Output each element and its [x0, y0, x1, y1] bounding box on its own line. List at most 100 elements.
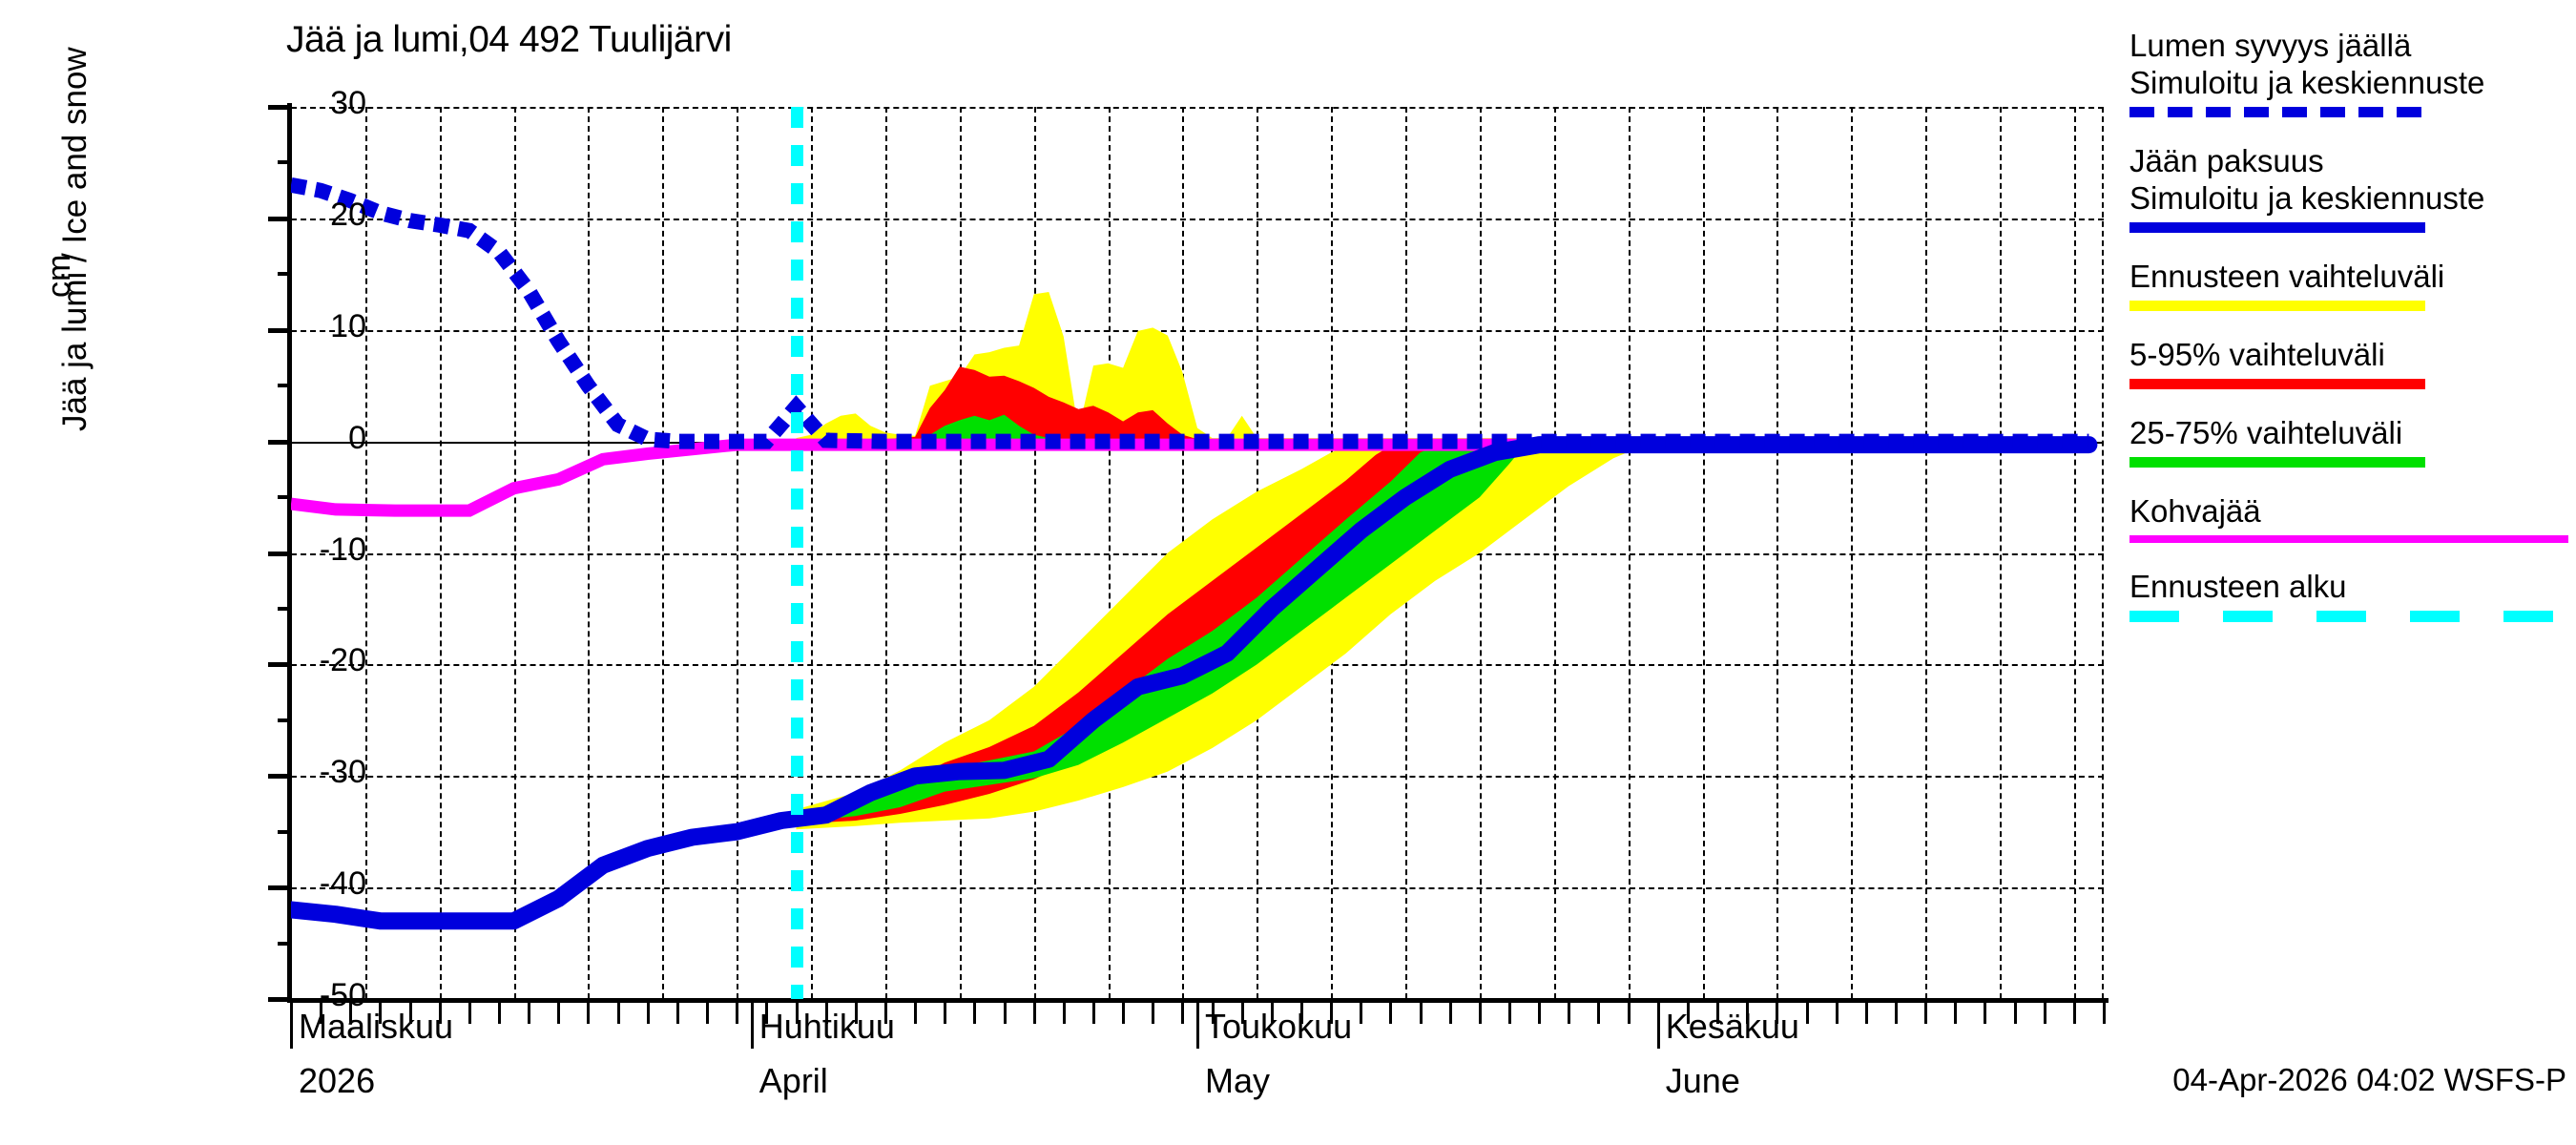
legend-item-0: Lumen syvyys jäällä Simuloitu ja keskienn… — [2129, 27, 2568, 117]
y-tick-label-20: 20 — [330, 196, 366, 233]
x-tick-minor-18 — [557, 1003, 561, 1024]
x-tick-minor-16 — [528, 1003, 531, 1024]
gridline-x-85 — [1553, 107, 1556, 999]
x-tick-minor-60 — [1181, 1003, 1185, 1024]
y-tick-label--30: -30 — [319, 754, 366, 791]
x-tick-minor-40 — [883, 1003, 887, 1024]
x-tick-minor-48 — [1003, 1003, 1007, 1024]
legend-item-6: Ennusteen alku — [2129, 568, 2568, 622]
gridline-y-20 — [291, 218, 2104, 220]
gridline-x-95 — [1702, 107, 1705, 999]
series-snow-depth-line — [291, 177, 2089, 449]
y-axis-unit: cm — [41, 254, 77, 298]
gridline-x-5 — [364, 107, 367, 999]
x-tick-minor-104 — [1835, 1003, 1839, 1024]
y-tick-10 — [268, 327, 291, 333]
x-tick-minor-32 — [765, 1003, 769, 1024]
plot-area: Jää ja lumi / Ice and snow cm — [41, 47, 2109, 1049]
y-tick-minor-5 — [278, 384, 291, 388]
x-tick-minor-56 — [1122, 1003, 1126, 1024]
legend-swatch-4 — [2129, 457, 2425, 468]
x-tick-minor-28 — [706, 1003, 710, 1024]
legend-item-title-6: Ennusteen alku — [2129, 569, 2347, 604]
y-tick-minor--15 — [278, 606, 291, 611]
x-tick-minor-102 — [1805, 1003, 1809, 1024]
gridline-x-25 — [662, 107, 665, 999]
x-tick-minor-82 — [1508, 1003, 1512, 1024]
y-tick-label--40: -40 — [319, 865, 366, 903]
x-tick-minor-42 — [914, 1003, 918, 1024]
gridline-y--40 — [291, 887, 2104, 890]
legend-item-title-5: Kohvajää — [2129, 493, 2261, 529]
x-label-en-3: June — [1665, 1061, 1740, 1100]
x-tick-minor-52 — [1062, 1003, 1066, 1024]
x-tick-minor-36 — [824, 1003, 828, 1024]
x-tick-major-3 — [1656, 999, 1660, 1049]
y-tick--20 — [268, 662, 291, 668]
x-tick-minor-64 — [1240, 1003, 1244, 1024]
y-tick-minor--5 — [278, 495, 291, 500]
y-tick-label-30: 30 — [330, 85, 366, 121]
x-tick-minor-26 — [675, 1003, 679, 1024]
gridline-x-10 — [439, 107, 442, 999]
legend-swatch-3 — [2129, 379, 2425, 389]
y-tick-minor--35 — [278, 829, 291, 834]
x-tick-minor-120 — [2072, 1003, 2076, 1024]
x-tick-minor-46 — [973, 1003, 977, 1024]
x-tick-minor-98 — [1746, 1003, 1750, 1024]
x-tick-minor-4 — [349, 1003, 353, 1024]
legend-item-title-1: Jään paksuus — [2129, 143, 2324, 178]
y-tick--10 — [268, 551, 291, 556]
band-forecast-range-snow — [796, 292, 1540, 442]
legend-item-title-0: Lumen syvyys jäällä — [2129, 28, 2412, 63]
series-kohvajaa-line — [291, 438, 2089, 517]
y-tick-label--50: -50 — [319, 977, 366, 1013]
y-tick--40 — [268, 885, 291, 891]
x-tick-minor-74 — [1389, 1003, 1393, 1024]
x-tick-minor-100 — [1776, 1003, 1779, 1024]
series-ice-thickness-line — [291, 436, 2098, 930]
y-tick--50 — [268, 997, 291, 1002]
gridline-x-55 — [1108, 107, 1111, 999]
y-tick-minor--45 — [278, 941, 291, 946]
x-tick-minor-10 — [438, 1003, 442, 1024]
legend-swatch-0 — [2129, 107, 2425, 117]
x-tick-minor-72 — [1360, 1003, 1363, 1024]
legend-item-3: 5-95% vaihteluväli — [2129, 336, 2568, 389]
y-tick-minor-25 — [278, 160, 291, 165]
legend-item-title-2: Ennusteen vaihteluväli — [2129, 259, 2445, 294]
x-tick-minor-116 — [2013, 1003, 2017, 1024]
x-tick-minor-96 — [1716, 1003, 1720, 1024]
x-tick-minor-118 — [2043, 1003, 2046, 1024]
gridline-x-35 — [811, 107, 814, 999]
gridline-x-90 — [1628, 107, 1631, 999]
x-tick-minor-90 — [1627, 1003, 1631, 1024]
gridline-x-115 — [1999, 107, 2002, 999]
x-label-fi-2: Toukokuu — [1205, 1007, 1353, 1046]
x-tick-minor-112 — [1954, 1003, 1958, 1024]
y-tick-30 — [268, 105, 291, 110]
legend-item-4: 25-75% vaihteluväli — [2129, 414, 2568, 468]
gridline-x-120 — [2073, 107, 2076, 999]
x-label-en-1: April — [758, 1061, 828, 1100]
x-label-fi-0: Maaliskuu — [299, 1007, 454, 1046]
x-tick-major-0 — [290, 999, 293, 1049]
x-tick-minor-76 — [1419, 1003, 1423, 1024]
x-tick-minor-86 — [1568, 1003, 1571, 1024]
y-tick-label-10: 10 — [330, 307, 366, 344]
x-tick-minor-38 — [854, 1003, 858, 1024]
y-tick-label--10: -10 — [319, 531, 366, 568]
gridline-x-100 — [1776, 107, 1779, 999]
x-tick-minor-70 — [1330, 1003, 1334, 1024]
x-label-en-0: 2026 — [299, 1061, 376, 1100]
gridline-x-110 — [1925, 107, 1928, 999]
forecast-start-line — [790, 107, 803, 999]
legend-item-title-4: 25-75% vaihteluväli — [2129, 415, 2403, 450]
gridline-x-20 — [588, 107, 591, 999]
gridline-x-40 — [884, 107, 887, 999]
x-tick-minor-22 — [616, 1003, 620, 1024]
y-tick-minor-15 — [278, 272, 291, 277]
plot-frame-top — [291, 107, 2104, 109]
gridline-x-15 — [513, 107, 516, 999]
x-label-en-2: May — [1205, 1061, 1271, 1100]
